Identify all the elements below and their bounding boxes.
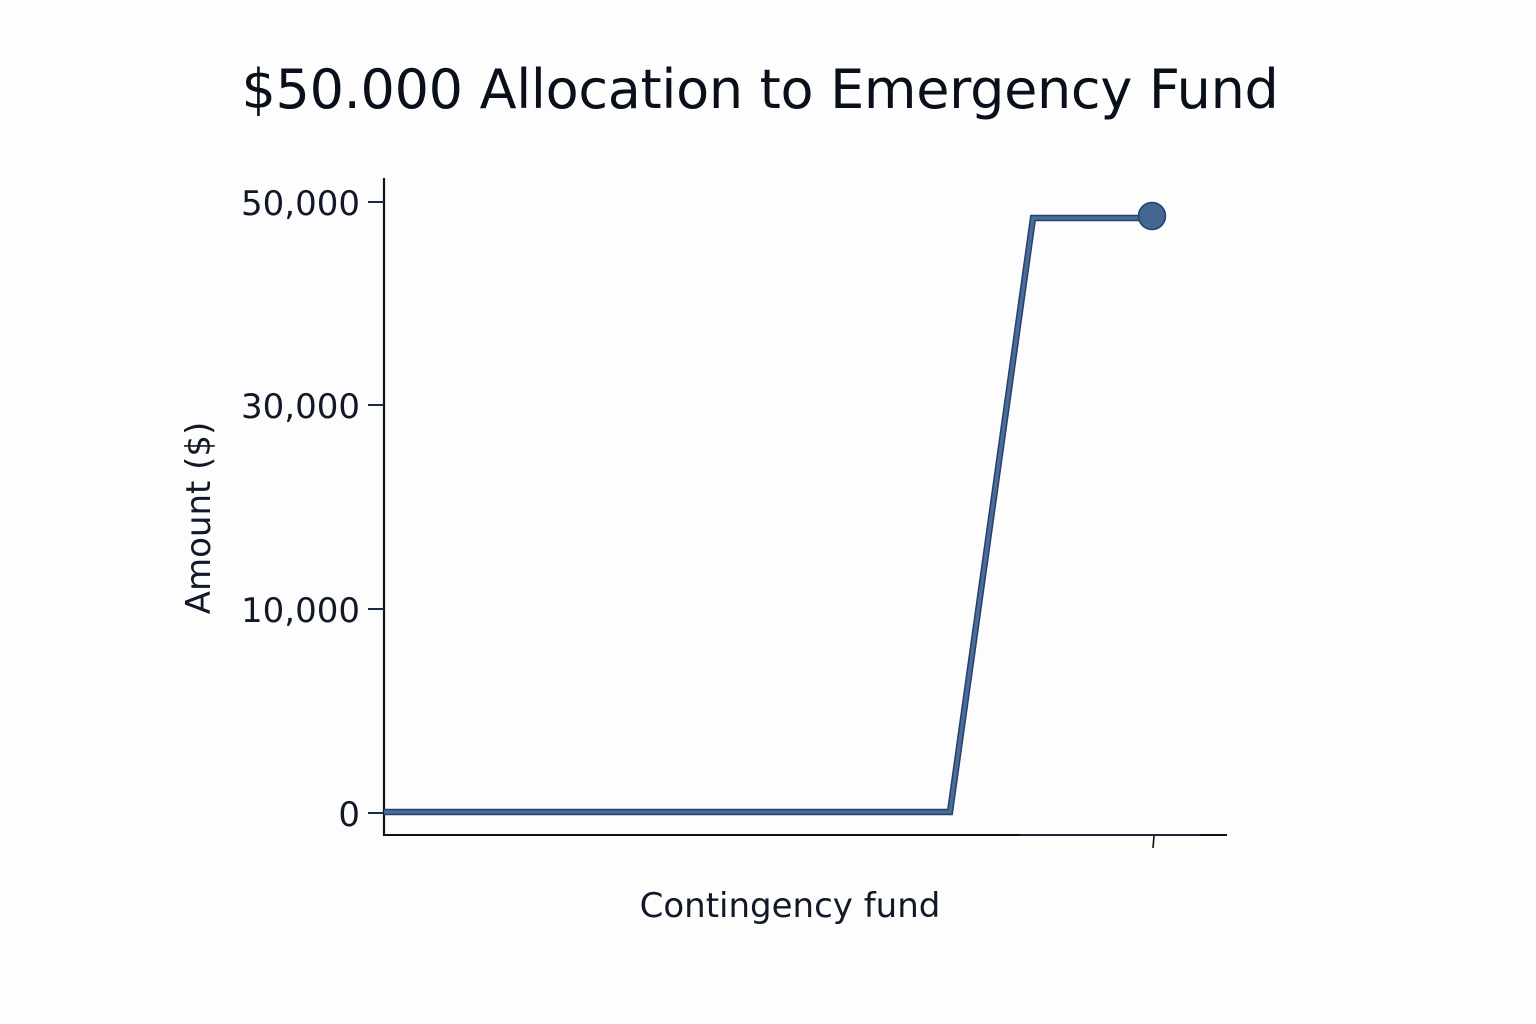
y-tick-label-0: 0: [338, 795, 360, 835]
y-tick-label-50000: 50,000: [241, 184, 360, 224]
chart-title: $50.000 Allocation to Emergency Fund: [241, 58, 1279, 121]
x-tick-mark: [1152, 835, 1155, 849]
series-line: [384, 216, 1152, 814]
series-line-edge: [384, 214, 1152, 816]
data-point-marker[interactable]: [1137, 201, 1167, 231]
y-tick-label-30000: 30,000: [241, 387, 360, 427]
x-axis-label: Contingency fund: [639, 886, 941, 926]
y-tick-label-10000: 10,000: [241, 591, 360, 631]
